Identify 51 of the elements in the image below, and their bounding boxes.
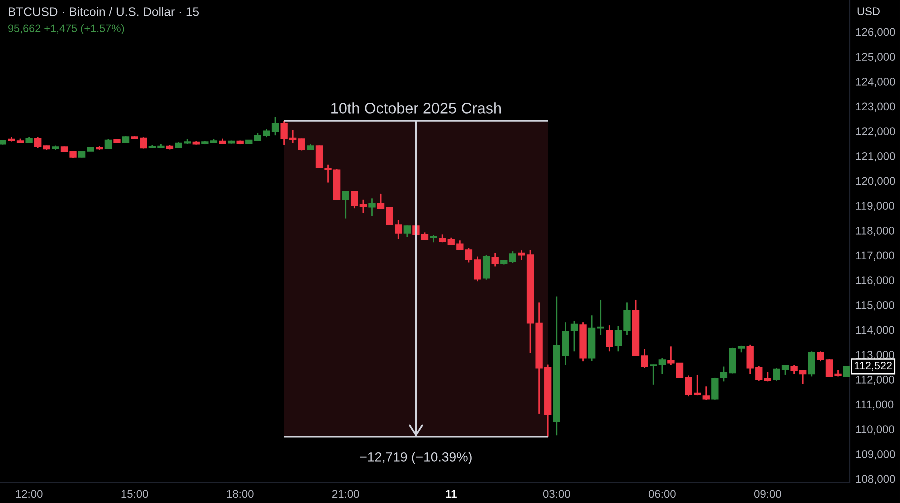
y-tick-label: 126,000 bbox=[856, 28, 896, 38]
y-tick-label: 115,000 bbox=[856, 301, 894, 311]
x-tick-label: 03:00 bbox=[543, 490, 570, 498]
y-tick-label: 114,000 bbox=[856, 326, 894, 336]
y-tick-label: 122,000 bbox=[856, 128, 896, 137]
ref-line-label: −12,719 (−10.39%) bbox=[360, 452, 472, 464]
y-tick-label: 113,000 bbox=[856, 351, 894, 360]
candlestick bbox=[492, 252, 499, 268]
candlestick bbox=[342, 191, 350, 220]
candlestick bbox=[509, 250, 517, 264]
candlestick bbox=[404, 225, 411, 238]
candlestick bbox=[360, 199, 368, 214]
candlestick bbox=[650, 364, 658, 386]
candlestick bbox=[34, 136, 42, 149]
candlestick bbox=[316, 145, 324, 169]
candlestick bbox=[351, 191, 358, 210]
y-tick-label: 120,000 bbox=[856, 177, 896, 186]
y-tick-label: 108,000 bbox=[856, 475, 896, 484]
y-tick-label: 112,000 bbox=[856, 376, 894, 386]
y-tick-label: 116,000 bbox=[856, 276, 894, 286]
candlestick bbox=[570, 320, 578, 352]
y-tick-label: 121,000 bbox=[856, 152, 896, 162]
candlestick bbox=[104, 138, 112, 150]
y-tick-label: 119,000 bbox=[856, 202, 894, 212]
text: USD bbox=[858, 8, 880, 16]
x-tick-label: 21:00 bbox=[332, 490, 360, 498]
y-tick-label: 124,000 bbox=[856, 78, 896, 88]
ref-line-label: 10th October 2025 Crash bbox=[332, 102, 501, 114]
y-tick-label: 117,000 bbox=[856, 252, 894, 261]
candlestick bbox=[808, 350, 816, 378]
candlestick bbox=[368, 198, 376, 217]
y-tick-label: 123,000 bbox=[856, 102, 896, 112]
annotation: 112,522 bbox=[854, 362, 892, 371]
chart-title: BTCUSD · Bitcoin / U.S. Dollar · 15 bbox=[9, 7, 200, 16]
candlestick bbox=[702, 386, 710, 401]
y-tick-label: 110,000 bbox=[856, 426, 894, 435]
y-tick-label: 118,000 bbox=[856, 226, 894, 236]
y-tick-label: 109,000 bbox=[856, 450, 896, 460]
x-tick-label: 12:00 bbox=[16, 490, 43, 498]
y-tick-label: 111,000 bbox=[856, 400, 894, 410]
text: 95,662 +1,475 (+1.57%) bbox=[8, 24, 124, 35]
candlestick bbox=[606, 324, 614, 352]
x-tick-label: 18:00 bbox=[227, 490, 254, 498]
candlestick bbox=[482, 254, 490, 281]
x-tick-label: 11 bbox=[446, 490, 457, 498]
x-tick-label: 15:00 bbox=[122, 490, 148, 498]
candlestick bbox=[712, 377, 719, 401]
y-tick-label: 125,000 bbox=[856, 53, 896, 62]
candlestick bbox=[658, 358, 666, 375]
x-tick-label: 06:00 bbox=[648, 490, 676, 498]
x-tick-label: 09:00 bbox=[754, 490, 782, 498]
